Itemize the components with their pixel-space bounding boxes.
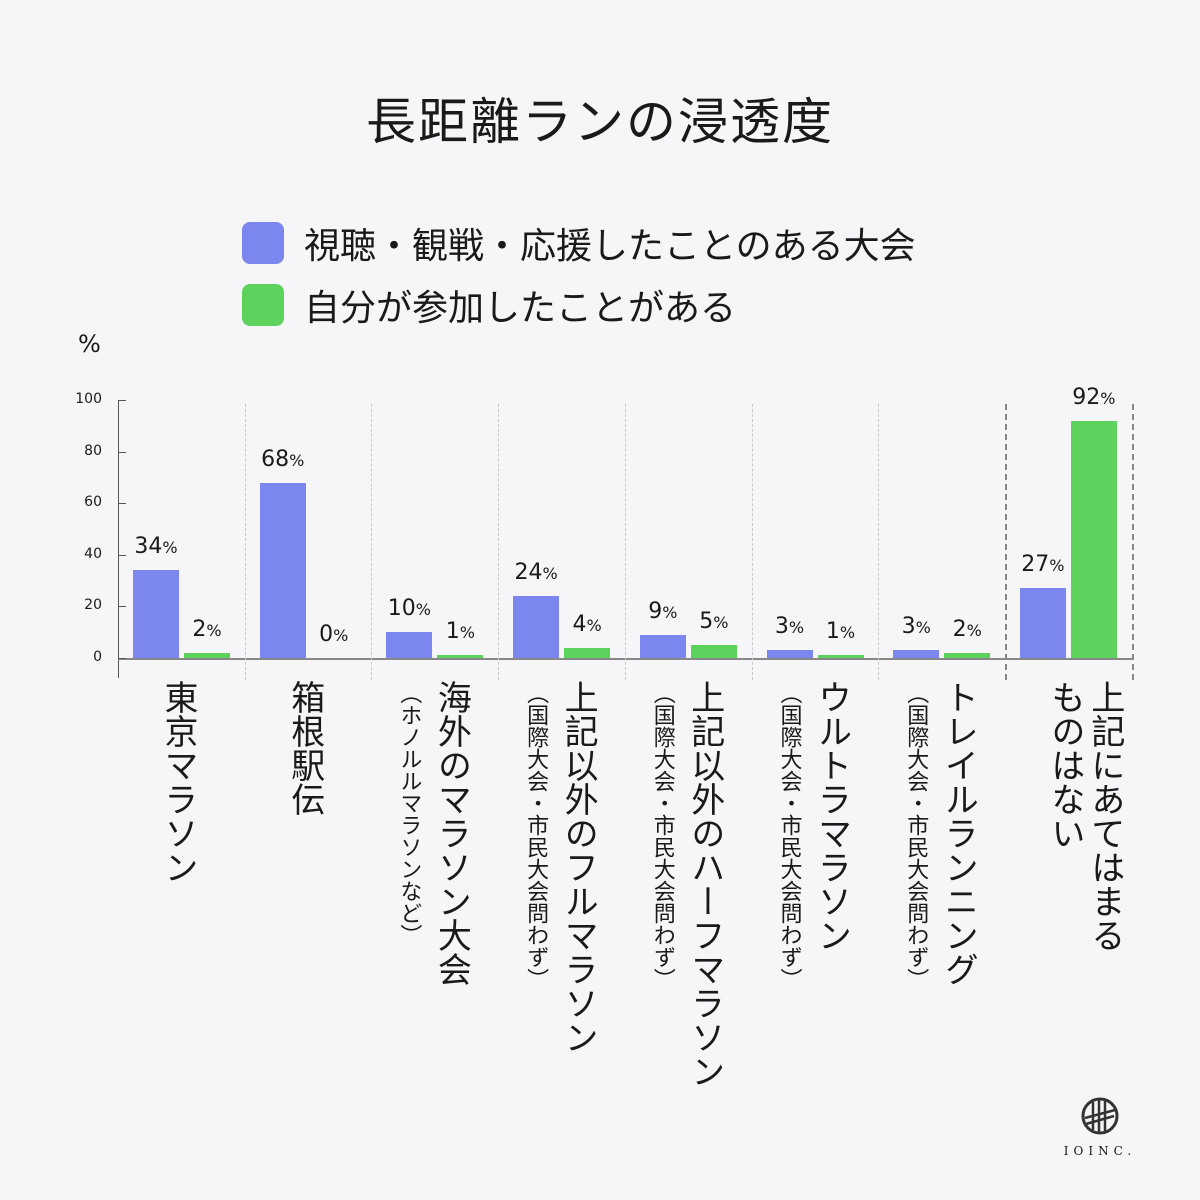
- bar-viewed: [513, 596, 560, 658]
- y-tick-mark: [118, 400, 126, 401]
- y-tick-mark: [118, 658, 126, 659]
- bar-participated: [184, 652, 230, 658]
- chart-title: 長距離ランの浸透度: [366, 93, 834, 151]
- group-divider: [498, 404, 500, 680]
- value-label: 24%: [514, 560, 558, 586]
- y-axis: [118, 400, 119, 678]
- bar-participated: [564, 647, 611, 658]
- value-label: 92%: [1072, 384, 1116, 410]
- category-label: 東京マラソン: [158, 680, 198, 884]
- category-label: 箱根駅伝: [284, 680, 325, 816]
- value-label: 27%: [1021, 552, 1065, 578]
- group-divider: [244, 404, 246, 680]
- logo-text: IOINC.: [1063, 1144, 1137, 1158]
- y-tick-label: 100: [75, 391, 102, 407]
- value-label: 5%: [699, 609, 729, 635]
- value-label: 3%: [774, 614, 805, 640]
- bar-viewed: [386, 632, 433, 658]
- legend: 視聴・観戦・応援したことのある大会 自分が参加したことがある: [242, 212, 916, 336]
- category-label: 海外のマラソン大会: [431, 680, 472, 986]
- y-axis-unit: %: [78, 330, 101, 358]
- value-label: 34%: [134, 534, 178, 560]
- category-label: 上記以外のフルマラソン: [558, 680, 599, 1054]
- value-label: 2%: [192, 616, 222, 642]
- y-tick-label: 40: [84, 545, 102, 562]
- value-label: 1%: [825, 619, 856, 645]
- group-divider: [1004, 404, 1007, 680]
- y-tick-mark: [118, 606, 126, 608]
- value-label: 1%: [445, 619, 475, 645]
- bar-viewed: [1019, 588, 1066, 658]
- logo-icon: [1081, 1097, 1119, 1135]
- value-label: 9%: [648, 598, 678, 624]
- category-label: ウルトラマラソン: [811, 680, 852, 952]
- category-sublabel: （国際大会・市民大会問わず）: [649, 682, 675, 990]
- y-tick-label: 60: [84, 494, 102, 511]
- value-label: 3%: [901, 614, 931, 640]
- y-tick-label: 80: [84, 442, 102, 459]
- value-label: 0%: [319, 622, 349, 647]
- bar-viewed: [639, 634, 686, 658]
- bar-participated: [690, 645, 737, 658]
- legend-label: 自分が参加したことがある: [304, 288, 737, 329]
- value-label: 4%: [572, 611, 602, 637]
- bar-viewed: [766, 650, 813, 658]
- group-divider: [751, 404, 753, 680]
- category-label: トレイルランニング: [938, 680, 979, 986]
- value-label: 2%: [952, 616, 982, 642]
- legend-item-participated: 自分が参加したことがある: [242, 274, 916, 336]
- y-tick-mark: [118, 451, 126, 453]
- bar-participated: [437, 655, 484, 658]
- y-tick-mark: [118, 503, 126, 505]
- group-divider: [878, 404, 880, 680]
- category-sublabel: （ホノルルマラソンなど）: [396, 682, 422, 946]
- bar-viewed: [133, 570, 179, 658]
- bar-participated: [944, 652, 991, 658]
- y-tick-label: 0: [93, 649, 102, 665]
- category-label: 上記以外のハーフマラソン: [684, 680, 725, 1088]
- value-label: 10%: [387, 596, 431, 622]
- category-sublabel: （国際大会・市民大会問わず）: [776, 682, 802, 990]
- bar-viewed: [893, 650, 940, 658]
- logo: IOINC.: [1060, 1096, 1140, 1158]
- group-divider: [371, 404, 373, 680]
- y-tick-mark: [118, 554, 126, 556]
- y-tick-label: 20: [84, 597, 102, 614]
- group-divider: [624, 404, 626, 680]
- legend-swatch-blue: [242, 222, 284, 264]
- legend-label: 視聴・観戦・応援したことのある大会: [304, 226, 916, 267]
- bar-viewed: [259, 482, 306, 658]
- value-label: 68%: [261, 446, 305, 472]
- category-label: 上記にあてはまるものはない: [1044, 680, 1125, 952]
- legend-swatch-green: [242, 284, 284, 326]
- bar-participated: [1070, 420, 1117, 658]
- group-divider: [1131, 404, 1134, 680]
- legend-item-viewed: 視聴・観戦・応援したことのある大会: [242, 212, 916, 274]
- category-sublabel: （国際大会・市民大会問わず）: [903, 682, 929, 990]
- category-sublabel: （国際大会・市民大会問わず）: [523, 682, 549, 990]
- bar-participated: [817, 655, 864, 658]
